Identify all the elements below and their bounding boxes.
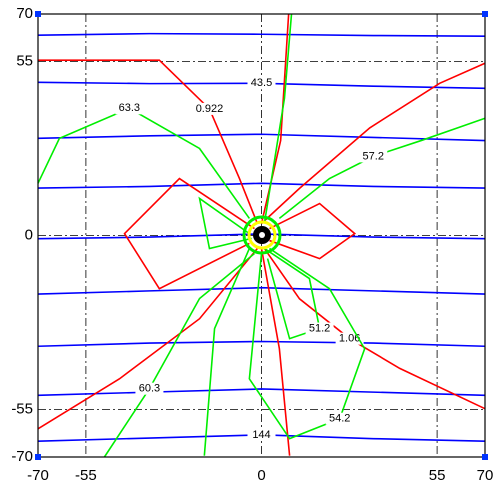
contour-line xyxy=(123,177,255,290)
contour-line xyxy=(269,202,357,260)
contour-label: 63.3 xyxy=(119,102,140,114)
contour-line xyxy=(37,107,251,219)
source-ring xyxy=(247,220,277,250)
contour-label: 51.2 xyxy=(309,322,330,334)
contour-label: 54.2 xyxy=(329,413,350,425)
contour-label-bg xyxy=(195,102,224,115)
corner-marker xyxy=(482,11,488,17)
x-tick-label: 55 xyxy=(429,467,446,484)
contour-label: 144 xyxy=(252,429,270,441)
contour-line xyxy=(37,32,486,37)
source-ring xyxy=(242,215,282,255)
contour-label-bg xyxy=(247,428,276,441)
x-tick-label: 0 xyxy=(257,467,265,484)
contour-line xyxy=(37,182,486,189)
contour-label: 43.5 xyxy=(251,77,272,89)
contour-label-bg xyxy=(115,102,144,115)
contour-label-bg xyxy=(305,322,334,335)
y-tick-label: -55 xyxy=(11,401,33,418)
contour-label-bg xyxy=(135,382,164,395)
x-tick-label: -70 xyxy=(27,467,49,484)
contour-line xyxy=(260,13,290,224)
contour-line xyxy=(37,286,486,295)
contour-line xyxy=(203,248,251,456)
contour-label: 57.2 xyxy=(363,150,384,162)
corner-marker xyxy=(35,11,41,17)
y-tick-label: -70 xyxy=(11,448,33,465)
x-tick-label: 70 xyxy=(477,467,494,484)
contour-line xyxy=(37,247,258,430)
contour-label: 1.06 xyxy=(339,333,360,345)
contour-label-bg xyxy=(325,412,354,425)
contour-label: 0.922 xyxy=(196,103,224,115)
contour-line xyxy=(198,196,252,250)
corner-marker xyxy=(482,454,488,460)
x-tick-label: -55 xyxy=(75,467,97,484)
y-tick-label: 70 xyxy=(16,5,33,22)
corner-marker xyxy=(35,454,41,460)
contour-line xyxy=(37,340,486,348)
contour-line xyxy=(263,13,293,224)
contour-label: 60.3 xyxy=(139,383,160,395)
contour-label-bg xyxy=(359,150,388,163)
contour-line xyxy=(260,62,486,225)
y-tick-label: 55 xyxy=(16,52,33,69)
contour-label-bg xyxy=(247,77,276,90)
contour-line xyxy=(37,133,486,142)
source-center xyxy=(259,232,265,238)
contour-line xyxy=(278,117,485,220)
center-source xyxy=(242,215,282,255)
contour-line xyxy=(263,248,486,410)
contour-line xyxy=(103,252,255,458)
plot-frame xyxy=(37,13,486,458)
contour-line xyxy=(37,388,486,397)
contour-line xyxy=(260,248,291,456)
y-tick-label: 0 xyxy=(25,226,33,243)
contour-line xyxy=(38,59,259,224)
